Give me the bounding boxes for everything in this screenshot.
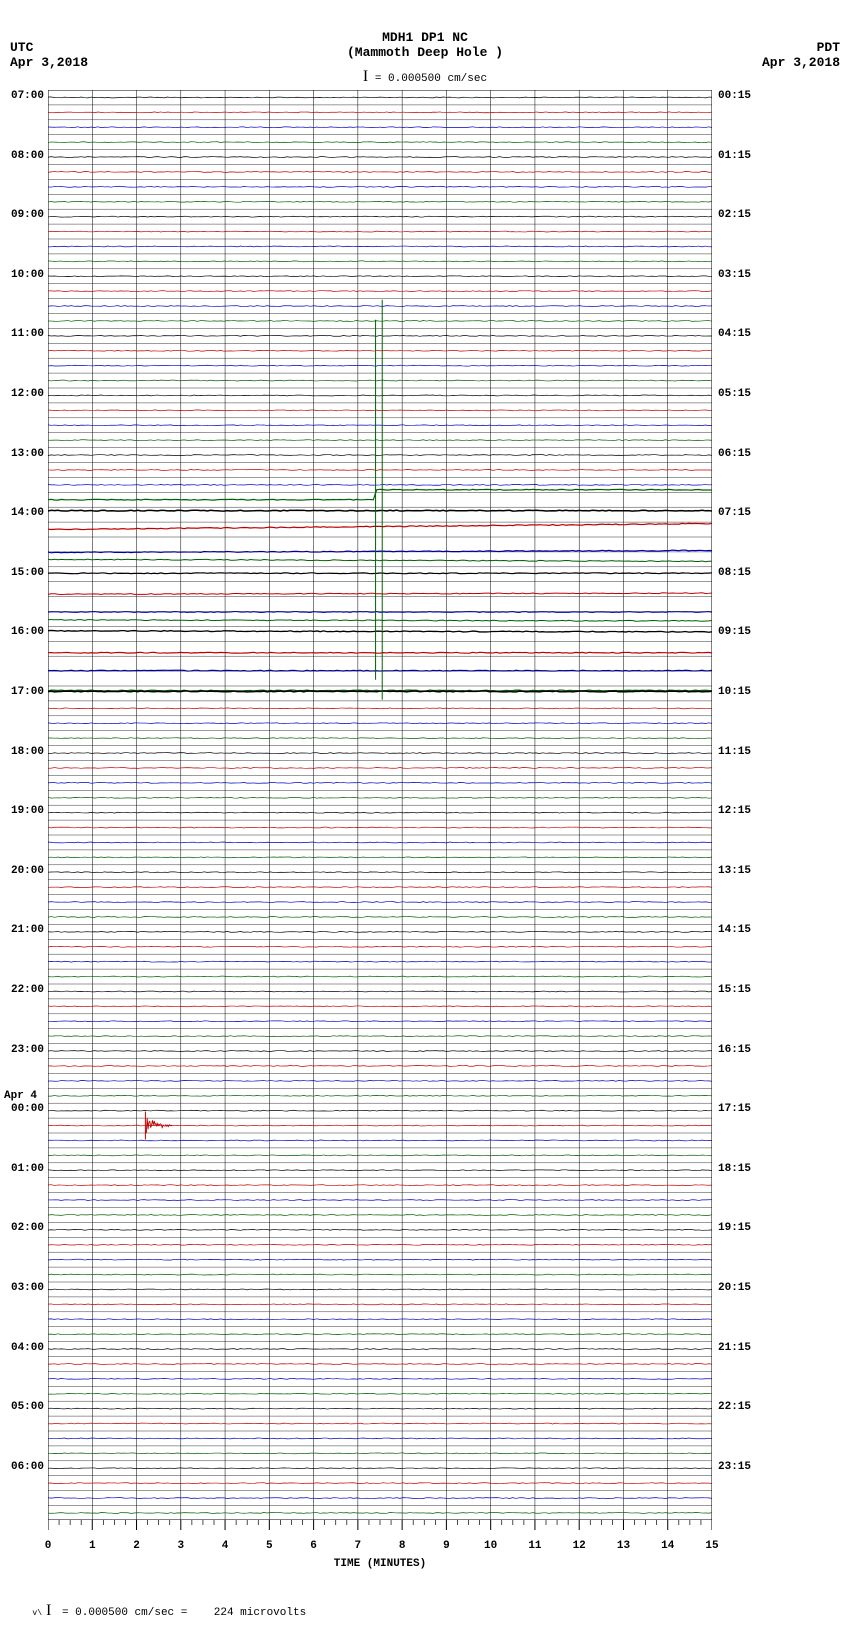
x-tick-label: 13	[617, 1540, 630, 1552]
utc-hour-label: 11:00	[11, 329, 44, 340]
x-tick-label: 3	[177, 1540, 184, 1552]
utc-hour-label: 09:00	[11, 210, 44, 221]
pdt-hour-label: 11:15	[718, 747, 751, 758]
utc-hour-label: 21:00	[11, 925, 44, 936]
x-tick-label: 9	[443, 1540, 450, 1552]
scale-label: I = 0.000500 cm/sec	[363, 68, 487, 86]
scale-text: = 0.000500 cm/sec	[368, 73, 487, 85]
utc-hour-label: 08:00	[11, 151, 44, 162]
pdt-hour-label: 03:15	[718, 270, 751, 281]
pdt-hour-label: 02:15	[718, 210, 751, 221]
pdt-hour-label: 18:15	[718, 1164, 751, 1175]
pdt-hour-label: 22:15	[718, 1402, 751, 1413]
x-tick-label: 0	[45, 1540, 52, 1552]
x-tick-label: 2	[133, 1540, 140, 1552]
seismogram-container: UTC Apr 3,2018 MDH1 DP1 NC (Mammoth Deep…	[0, 0, 850, 1613]
pdt-hour-label: 16:15	[718, 1045, 751, 1056]
utc-hour-label: 16:00	[11, 627, 44, 638]
pdt-hour-label: 10:15	[718, 687, 751, 698]
utc-hour-label: 10:00	[11, 270, 44, 281]
utc-hour-label: 20:00	[11, 866, 44, 877]
station-title: MDH1 DP1 NC	[382, 30, 468, 45]
pdt-hour-label: 21:15	[718, 1343, 751, 1354]
seismogram-svg	[48, 90, 712, 1520]
x-tick-label: 14	[661, 1540, 674, 1552]
pdt-hour-label: 06:15	[718, 449, 751, 460]
x-axis-title: TIME (MINUTES)	[334, 1558, 426, 1570]
pdt-date: Apr 3,2018	[762, 55, 840, 70]
pdt-hour-label: 15:15	[718, 985, 751, 996]
pdt-hour-label: 07:15	[718, 508, 751, 519]
pdt-hour-label: 04:15	[718, 329, 751, 340]
x-tick-label: 5	[266, 1540, 273, 1552]
pdt-hour-label: 17:15	[718, 1104, 751, 1115]
x-tick-label: 11	[528, 1540, 541, 1552]
utc-hour-label: 04:00	[11, 1343, 44, 1354]
utc-hour-label: 05:00	[11, 1402, 44, 1413]
station-subtitle: (Mammoth Deep Hole )	[347, 45, 503, 60]
utc-hour-label: 19:00	[11, 806, 44, 817]
utc-hour-label: 13:00	[11, 449, 44, 460]
pdt-hour-label: 00:15	[718, 91, 751, 102]
x-tick-label: 10	[484, 1540, 497, 1552]
pdt-label: PDT	[817, 40, 840, 55]
x-tick-label: 12	[573, 1540, 586, 1552]
pdt-hour-label: 01:15	[718, 151, 751, 162]
x-tick-label: 8	[399, 1540, 406, 1552]
utc-hour-label: 07:00	[11, 91, 44, 102]
pdt-hour-label: 14:15	[718, 925, 751, 936]
utc-hour-label: 18:00	[11, 747, 44, 758]
pdt-time-labels: 00:15 01:15 02:15 03:15 04:15 05:15 06:15 07:15…	[716, 90, 766, 1520]
utc-date: Apr 3,2018	[10, 55, 88, 70]
utc-hour-label: 22:00	[11, 985, 44, 996]
seismogram-plot	[48, 90, 712, 1520]
utc-hour-label: 17:00	[11, 687, 44, 698]
pdt-hour-label: 23:15	[718, 1462, 751, 1473]
x-axis-ticks	[48, 1520, 712, 1540]
pdt-hour-label: 08:15	[718, 568, 751, 579]
x-tick-label: 1	[89, 1540, 96, 1552]
pdt-hour-label: 12:15	[718, 806, 751, 817]
utc-hour-label: 02:00	[11, 1223, 44, 1234]
utc-hour-label: 14:00	[11, 508, 44, 519]
pdt-hour-label: 09:15	[718, 627, 751, 638]
pdt-hour-label: 19:15	[718, 1223, 751, 1234]
x-axis: TIME (MINUTES) 0123456789101112131415	[48, 1520, 712, 1580]
x-tick-label: 6	[310, 1540, 317, 1552]
footer-text: = 0.000500 cm/sec = 224 microvolts	[55, 1607, 306, 1619]
footer-scale-note: v\ I = 0.000500 cm/sec = 224 microvolts	[6, 1590, 306, 1632]
utc-label: UTC	[10, 40, 33, 55]
pdt-hour-label: 13:15	[718, 866, 751, 877]
x-tick-label: 4	[222, 1540, 229, 1552]
utc-time-labels: 07:00 08:00 09:00 10:00 11:00 12:00 13:00 14:00…	[0, 90, 46, 1520]
utc-hour-label: 15:00	[11, 568, 44, 579]
utc-hour-label: 12:00	[11, 389, 44, 400]
utc-hour-label: 23:00	[11, 1045, 44, 1056]
x-tick-label: 7	[355, 1540, 362, 1552]
utc-date-marker: Apr 4	[4, 1091, 37, 1102]
utc-hour-label: 06:00	[11, 1462, 44, 1473]
pdt-hour-label: 05:15	[718, 389, 751, 400]
x-tick-label: 15	[705, 1540, 718, 1552]
pdt-hour-label: 20:15	[718, 1283, 751, 1294]
utc-hour-label: 03:00	[11, 1283, 44, 1294]
utc-hour-label: 00:00	[11, 1104, 44, 1115]
utc-hour-label: 01:00	[11, 1164, 44, 1175]
